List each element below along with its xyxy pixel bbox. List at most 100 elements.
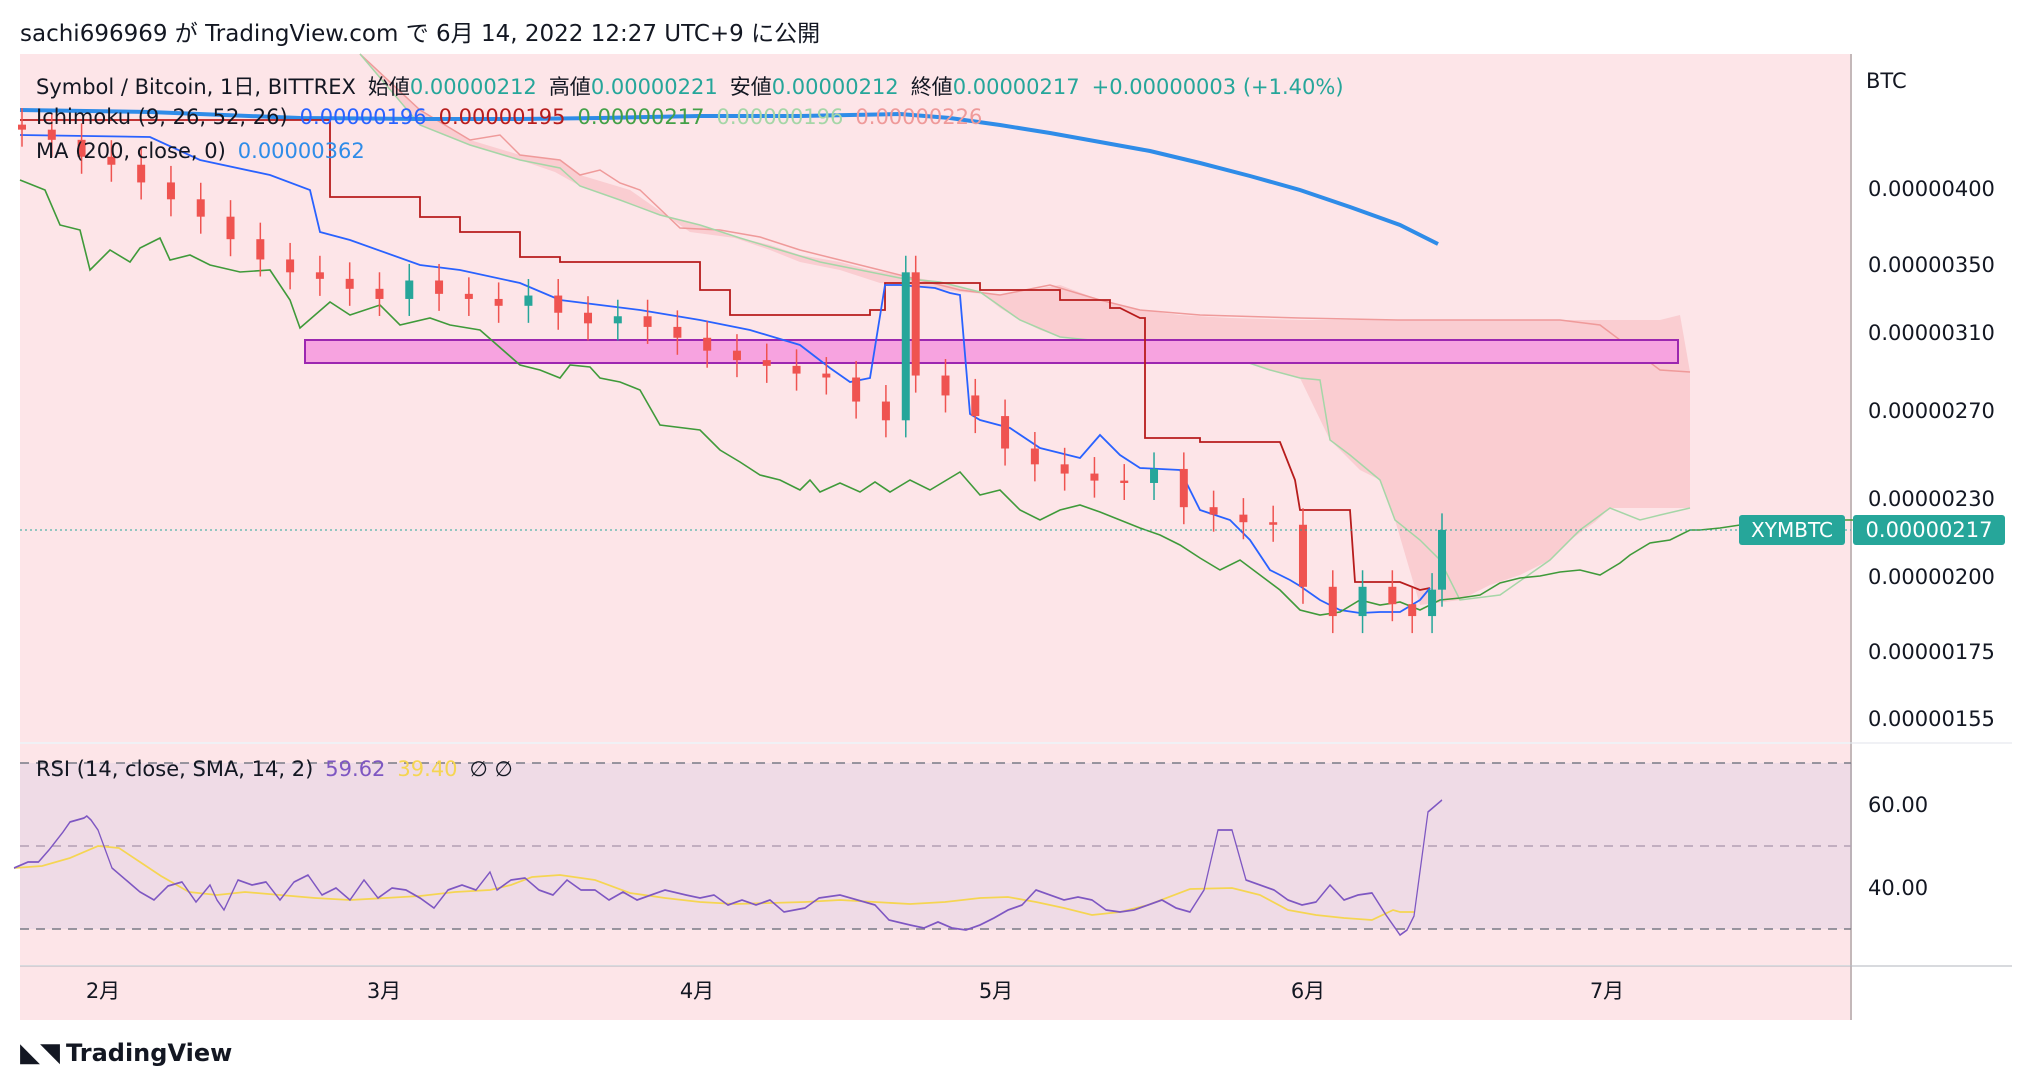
candle bbox=[762, 360, 771, 366]
candle bbox=[1120, 480, 1129, 483]
tenkan-line bbox=[19, 134, 1431, 614]
candle bbox=[1001, 416, 1010, 449]
time-tick-jun: 6月 bbox=[1291, 979, 1325, 1003]
candle bbox=[47, 129, 56, 140]
candle bbox=[1269, 522, 1278, 525]
candle bbox=[286, 259, 295, 273]
candle bbox=[911, 272, 920, 376]
symbol-title: Symbol / Bitcoin, 1日, BITTREX bbox=[36, 75, 356, 99]
tradingview-logo[interactable]: ◣◥ TradingView bbox=[20, 1038, 232, 1068]
ichimoku-chikou-value: 0.00000217 bbox=[577, 105, 705, 129]
candle bbox=[703, 337, 712, 351]
candle bbox=[1408, 604, 1417, 617]
candle bbox=[524, 295, 533, 306]
resistance-zone[interactable] bbox=[304, 339, 1679, 364]
symbol-legend[interactable]: Symbol / Bitcoin, 1日, BITTREX 始値0.0000021… bbox=[36, 71, 1356, 101]
tradingview-brand: TradingView bbox=[66, 1039, 233, 1067]
high-value: 0.00000221 bbox=[590, 75, 718, 99]
candle-series[interactable] bbox=[18, 108, 1446, 634]
candle bbox=[1358, 586, 1367, 617]
candle bbox=[494, 298, 503, 306]
candle bbox=[554, 295, 563, 313]
open-label: 始値 bbox=[367, 75, 410, 99]
close-value: 0.00000217 bbox=[952, 75, 1080, 99]
candle bbox=[584, 312, 593, 324]
rsi-legend[interactable]: RSI (14, close, SMA, 14, 2) 59.62 39.40 ∅ ∅ bbox=[36, 757, 525, 781]
ichimoku-legend[interactable]: Ichimoku (9, 26, 52, 26) 0.00000196 0.0000… bbox=[36, 105, 994, 129]
candle bbox=[1388, 586, 1397, 605]
rsi-extra: ∅ ∅ bbox=[469, 757, 513, 781]
change-value: +0.00000003 (+1.40%) bbox=[1091, 75, 1344, 99]
candle bbox=[1328, 586, 1337, 617]
price-axis[interactable]: 0.00000400 0.00000350 0.00000310 0.00000270… bbox=[1868, 177, 1995, 731]
candle bbox=[1438, 529, 1446, 590]
candle bbox=[822, 373, 831, 378]
candle bbox=[107, 156, 116, 165]
rsi-tick-60: 60.00 bbox=[1868, 793, 1928, 817]
candle bbox=[1150, 468, 1159, 483]
price-axis-unit: BTC bbox=[1866, 69, 1907, 93]
ma-legend[interactable]: MA (200, close, 0) 0.00000362 bbox=[36, 139, 377, 163]
price-tick: 0.00000175 bbox=[1868, 640, 1995, 664]
candle bbox=[1060, 464, 1069, 474]
candle bbox=[901, 272, 910, 421]
ticker-tag-text: XYMBTC bbox=[1751, 518, 1833, 542]
rsi-ma-value: 39.40 bbox=[397, 757, 458, 781]
candle bbox=[1239, 514, 1248, 523]
open-value: 0.00000212 bbox=[409, 75, 537, 99]
rsi-tick-40: 40.00 bbox=[1868, 876, 1928, 900]
candle bbox=[435, 280, 444, 294]
ma200-line bbox=[19, 108, 1439, 246]
time-tick-feb: 2月 bbox=[86, 979, 120, 1003]
candle bbox=[196, 199, 205, 217]
tradingview-logo-icon: ◣◥ bbox=[20, 1038, 60, 1068]
candle bbox=[18, 124, 26, 130]
last-price-tag[interactable]: 0.00000217 bbox=[1853, 515, 2005, 545]
candle bbox=[643, 316, 652, 327]
ichimoku-label: Ichimoku (9, 26, 52, 26) bbox=[36, 105, 288, 129]
low-label: 安値 bbox=[729, 75, 772, 99]
ichimoku-spanb-value: 0.00000226 bbox=[855, 105, 983, 129]
ichimoku-tenkan-value: 0.00000196 bbox=[299, 105, 427, 129]
time-tick-may: 5月 bbox=[979, 979, 1013, 1003]
candle bbox=[881, 401, 890, 421]
time-tick-mar: 3月 bbox=[367, 979, 401, 1003]
rsi-value: 59.62 bbox=[325, 757, 386, 781]
candle bbox=[375, 288, 384, 299]
publish-header: sachi696969 が TradingView.com で 6月 14, 2… bbox=[20, 21, 821, 47]
time-axis[interactable] bbox=[20, 966, 1852, 1020]
ticker-tag[interactable]: XYMBTC bbox=[1739, 515, 1845, 545]
candle bbox=[1428, 589, 1437, 617]
candle bbox=[1090, 473, 1099, 481]
ma-label: MA (200, close, 0) bbox=[36, 139, 226, 163]
ichimoku-kijun-value: 0.00000195 bbox=[438, 105, 566, 129]
price-tick: 0.00000155 bbox=[1868, 707, 1995, 731]
candle bbox=[464, 293, 473, 299]
ichimoku-spana-value: 0.00000196 bbox=[716, 105, 844, 129]
rsi-ma-line bbox=[13, 845, 1414, 921]
candle bbox=[137, 164, 146, 183]
candle bbox=[256, 239, 265, 260]
candle bbox=[315, 272, 324, 279]
candle bbox=[405, 280, 414, 299]
candle bbox=[941, 375, 950, 396]
candle bbox=[673, 326, 682, 338]
price-tick: 0.00000400 bbox=[1868, 177, 1995, 201]
candle bbox=[732, 350, 741, 361]
price-tick: 0.00000200 bbox=[1868, 565, 1995, 589]
candle bbox=[613, 316, 622, 324]
time-tick-apr: 4月 bbox=[680, 979, 714, 1003]
low-value: 0.00000212 bbox=[771, 75, 899, 99]
price-pane[interactable] bbox=[20, 54, 1852, 742]
chikou-line bbox=[19, 179, 1911, 616]
rsi-line bbox=[13, 799, 1443, 937]
ma-value: 0.00000362 bbox=[237, 139, 365, 163]
price-tick: 0.00000310 bbox=[1868, 321, 1995, 345]
price-tick: 0.00000230 bbox=[1868, 487, 1995, 511]
close-label: 終値 bbox=[910, 75, 953, 99]
time-tick-jul: 7月 bbox=[1590, 979, 1624, 1003]
candle bbox=[1209, 507, 1218, 515]
candle bbox=[971, 395, 980, 417]
candle bbox=[166, 182, 175, 200]
